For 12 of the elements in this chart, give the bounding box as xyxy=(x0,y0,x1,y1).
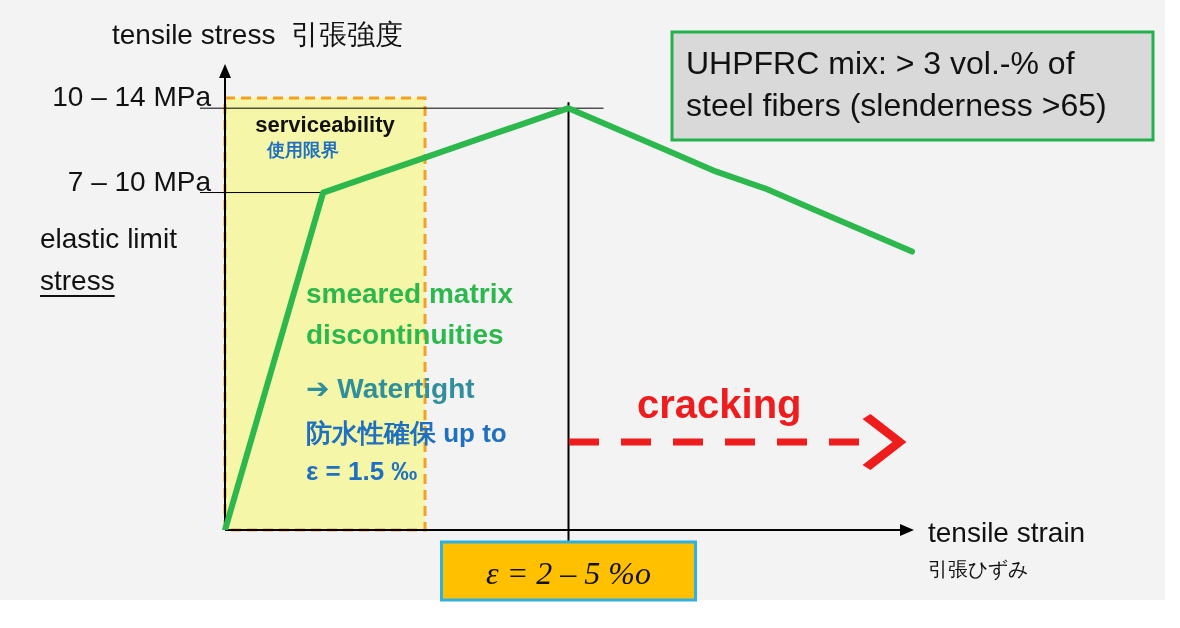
text: 7 – 10 MPa xyxy=(67,165,212,197)
annotation: smeared matrix discontinuities xyxy=(306,278,514,350)
annotation: serviceability 使用限界 xyxy=(255,112,396,160)
annotation: UHPFRC mix: > 3 vol.-% of steel fibers (slenderness >65) xyxy=(686,45,1107,123)
y-axis-title: tensile stress 引張強度 xyxy=(112,19,403,50)
text: 10 – 14 MPa xyxy=(52,81,212,113)
annotation: cracking xyxy=(637,382,802,426)
text: ε = 2 – 5 %o xyxy=(486,555,651,591)
text: elastic limit stress xyxy=(40,223,178,296)
annotation: 防水性確保 up to ε = 1.5 ‰ xyxy=(306,418,507,486)
annotation: ➔ Watertight xyxy=(306,373,475,404)
x-axis-title: tensile strain 引張ひずみ xyxy=(928,517,1086,581)
